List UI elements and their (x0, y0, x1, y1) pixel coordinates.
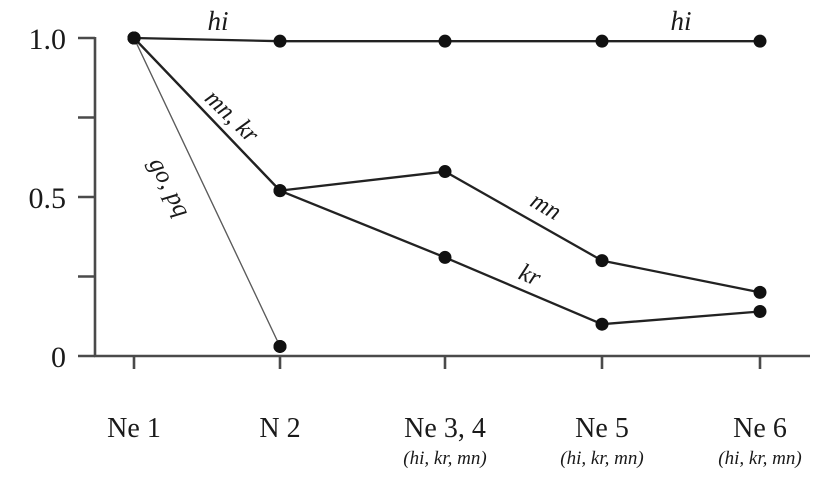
series-line-pq (133, 37, 281, 347)
data-point-mn (753, 285, 767, 299)
x-category-label: N 2 (259, 413, 300, 444)
data-point-hi (595, 34, 609, 48)
y-tick-label: 0 (51, 341, 66, 374)
line-label-hi: hi (207, 6, 228, 36)
data-point-kr (595, 317, 609, 331)
y-tick-label: 0.5 (29, 182, 67, 215)
data-point-pq (273, 339, 287, 353)
x-category-sublabel: (hi, kr, mn) (403, 448, 486, 469)
data-point-kr (753, 304, 767, 318)
y-tick-label: 1.0 (29, 23, 67, 56)
x-category-sublabel: (hi, kr, mn) (560, 448, 643, 469)
data-point-mn (438, 165, 452, 179)
series-line-kr (133, 37, 761, 326)
line-label-gopq: go, pq (143, 153, 195, 221)
x-category-label: Ne 3, 4 (404, 413, 486, 444)
data-point-hi (273, 34, 287, 48)
data-point-hi (753, 34, 767, 48)
data-point-pq (127, 31, 141, 45)
data-point-hi (438, 34, 452, 48)
data-point-mn (595, 254, 609, 268)
x-category-label: Ne 1 (107, 413, 161, 444)
data-point-kr (438, 250, 452, 264)
data-point-kr (273, 184, 287, 198)
x-category-label: Ne 5 (575, 413, 629, 444)
line-label-hi: hi (670, 6, 691, 36)
line-label-kr: kr (515, 259, 545, 292)
x-category-sublabel: (hi, kr, mn) (718, 448, 801, 469)
x-category-label: Ne 6 (733, 413, 787, 444)
